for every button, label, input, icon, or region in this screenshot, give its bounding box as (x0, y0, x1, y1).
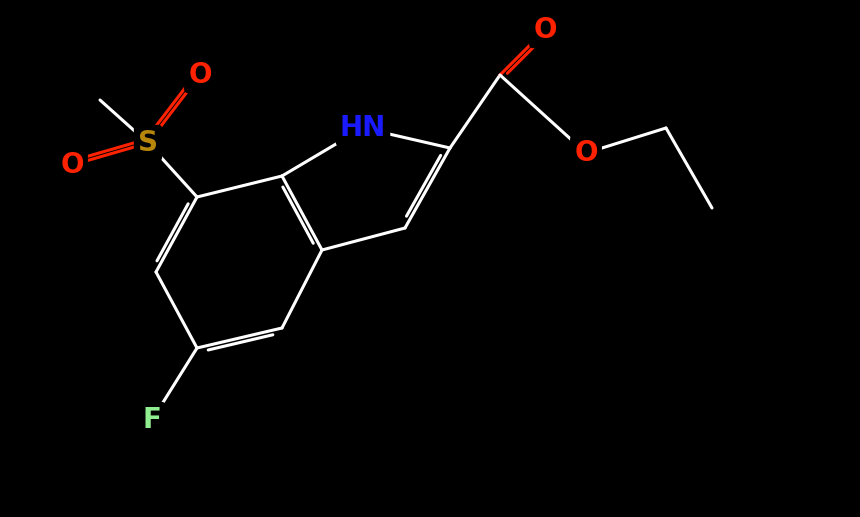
Text: HN: HN (340, 114, 386, 142)
Text: F: F (143, 406, 162, 434)
Text: O: O (533, 16, 556, 44)
Text: O: O (188, 61, 212, 89)
Text: O: O (574, 139, 598, 167)
Text: O: O (60, 151, 83, 179)
Text: S: S (138, 129, 158, 157)
